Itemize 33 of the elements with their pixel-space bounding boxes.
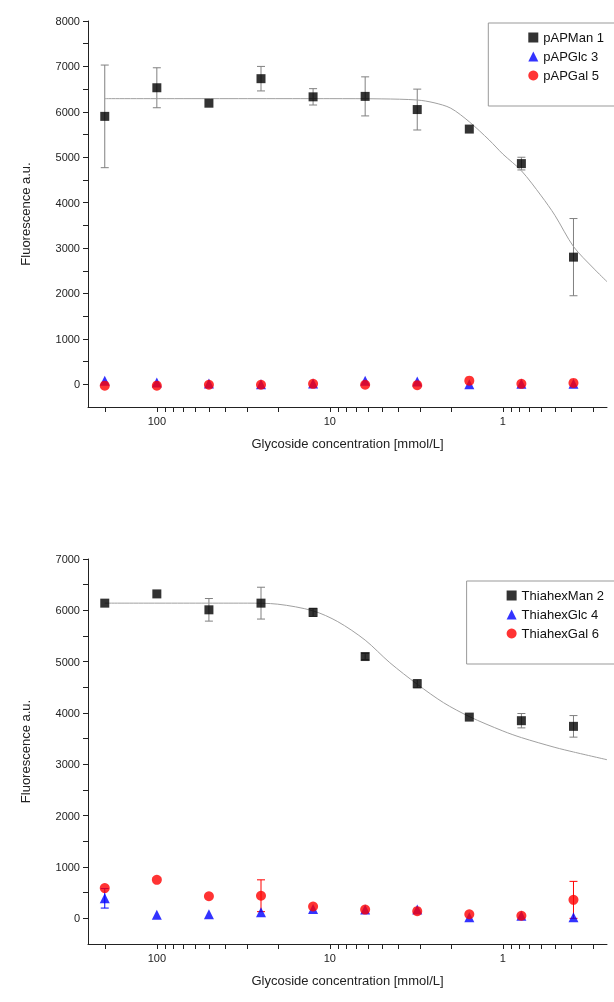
y-tick-label: 7000 bbox=[55, 553, 80, 565]
y-tick-label: 1000 bbox=[55, 332, 80, 345]
y-axis-title: Fluorescence a.u. bbox=[18, 162, 33, 266]
x-tick-label: 1 bbox=[499, 414, 506, 427]
y-tick-label: 7000 bbox=[55, 60, 80, 73]
x-tick-label: 10 bbox=[323, 951, 336, 964]
legend-label: ThiahexGal 6 bbox=[521, 626, 599, 641]
y-tick-label: 2000 bbox=[55, 287, 80, 300]
x-axis-title: Glycoside concentration [mmol/L] bbox=[251, 973, 444, 988]
y-tick-label: 4000 bbox=[55, 196, 80, 209]
y-tick-label: 3000 bbox=[55, 758, 80, 771]
x-axis-title: Glycoside concentration [mmol/L] bbox=[251, 436, 444, 451]
x-tick-label: 100 bbox=[147, 414, 167, 427]
x-tick-label: 10 bbox=[323, 414, 336, 427]
y-tick-label: 6000 bbox=[55, 604, 80, 617]
legend-label: pAPGal 5 bbox=[543, 68, 599, 83]
legend-label: pAPMan 1 bbox=[543, 30, 604, 45]
y-tick-label: 4000 bbox=[55, 707, 80, 719]
y-tick-label: 0 bbox=[73, 378, 80, 391]
y-axis-title: Fluorescence a.u. bbox=[18, 699, 33, 804]
legend-label: ThiahexMan 2 bbox=[521, 588, 605, 603]
y-tick-label: 8000 bbox=[55, 15, 80, 27]
y-tick-label: 0 bbox=[73, 912, 80, 925]
x-tick-label: 1 bbox=[499, 951, 506, 964]
y-tick-label: 3000 bbox=[55, 242, 80, 255]
legend-label: ThiahexGlc 4 bbox=[521, 607, 599, 622]
y-tick-label: 2000 bbox=[55, 809, 80, 822]
y-tick-label: 5000 bbox=[55, 655, 80, 668]
y-tick-label: 5000 bbox=[55, 151, 80, 164]
x-tick-label: 100 bbox=[147, 951, 167, 964]
legend-label: pAPGlc 3 bbox=[543, 49, 599, 64]
y-tick-label: 1000 bbox=[55, 861, 80, 873]
y-tick-label: 6000 bbox=[55, 105, 80, 118]
